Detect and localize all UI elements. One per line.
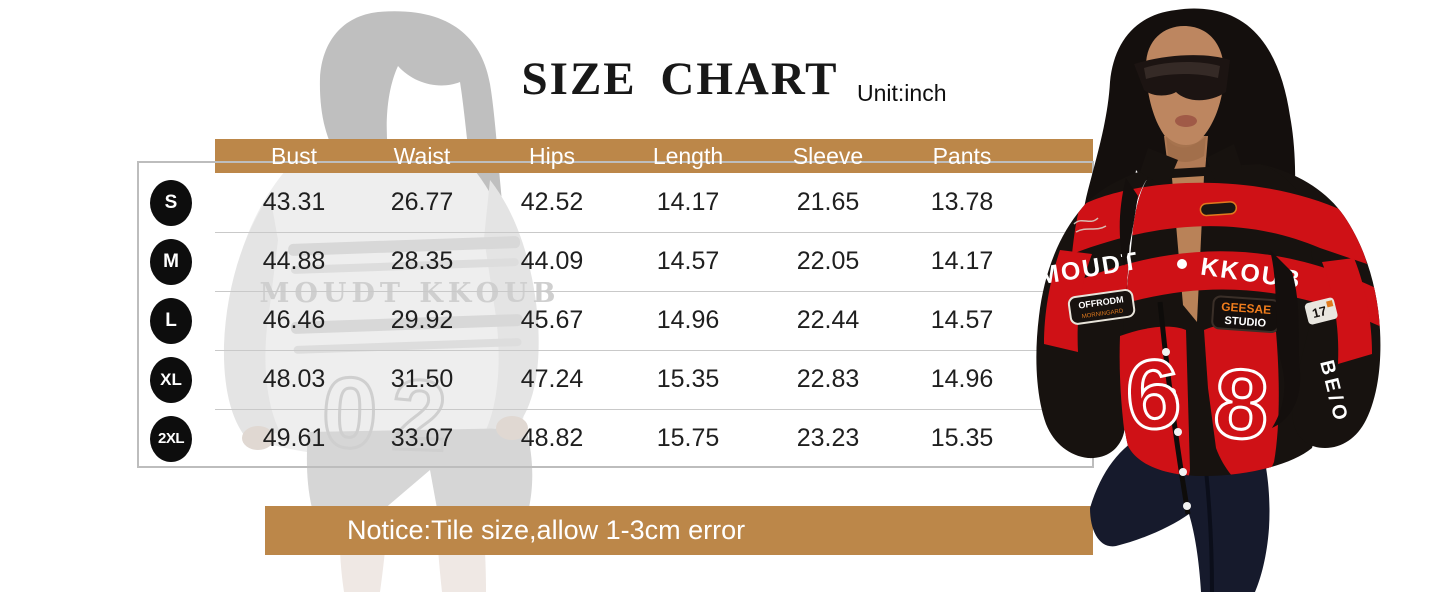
svg-text:GEESAE: GEESAE <box>1221 300 1272 317</box>
notice-bar: Notice:Tile size,allow 1-3cm error <box>265 506 1093 555</box>
column-header-waist: Waist <box>393 143 451 169</box>
model-lips <box>1175 115 1197 127</box>
table-cell-s-hips: 42.52 <box>520 188 584 216</box>
table-cell-m-bust: 44.88 <box>262 247 326 275</box>
ghost-back-text: MOUDT KKOUB <box>260 278 561 309</box>
collar-right <box>1206 144 1242 186</box>
jacket-snaps <box>1162 348 1191 510</box>
unit-label: Unit:inch <box>857 80 947 106</box>
model-photo: MOUDT KKOUB 6 8 OFFRODM MORNINGARD GEESA… <box>1036 8 1381 592</box>
table-cell-xl-sleeve: 22.83 <box>796 365 860 393</box>
size-badge-l: L <box>150 298 192 344</box>
jacket-zipper <box>1157 301 1191 515</box>
table-cell-xl-bust: 48.03 <box>262 365 326 393</box>
column-header-length: Length <box>652 143 724 169</box>
jacket-red-sleeve-left <box>1044 250 1092 352</box>
table-cell-xl-waist: 31.50 <box>390 365 454 393</box>
table-cell-m-hips: 44.09 <box>520 247 584 275</box>
ghost-right-hand <box>496 416 528 440</box>
table-cell-m-pants: 14.17 <box>930 247 994 275</box>
ghost-jacket-stripes <box>288 236 523 354</box>
table-cell-s-length: 14.17 <box>656 188 720 216</box>
ghost-torso <box>228 147 530 459</box>
table-cell-l-hips: 45.67 <box>520 306 584 334</box>
table-cell-m-sleeve: 22.05 <box>796 247 860 275</box>
size-badge-xl: XL <box>150 357 192 403</box>
column-header-bust: Bust <box>270 143 318 169</box>
table-cell-m-waist: 28.35 <box>390 247 454 275</box>
ghost-shorts <box>306 428 533 516</box>
table-cell-2xl-waist: 33.07 <box>390 424 454 452</box>
table-cell-l-length: 14.96 <box>656 306 720 334</box>
hair-front-strand-left <box>1119 178 1138 266</box>
column-header-sleeve: Sleeve <box>792 143 864 169</box>
jacket-red-yoke <box>1072 182 1367 264</box>
table-cell-l-bust: 46.46 <box>262 306 326 334</box>
row-divider-3 <box>215 350 1093 351</box>
jacket-number-6: 6 <box>1122 337 1184 451</box>
jacket-red-panel-right <box>1204 323 1279 476</box>
notice-text: Notice:Tile size,allow 1-3cm error <box>347 515 746 545</box>
table-cell-2xl-hips: 48.82 <box>520 424 584 452</box>
size-badge-s: S <box>150 180 192 226</box>
jacket-patch-right: GEESAE STUDIO <box>1211 295 1281 334</box>
table-cell-l-pants: 14.57 <box>930 306 994 334</box>
jacket-number-8: 8 <box>1211 347 1271 460</box>
table-cell-2xl-pants: 15.35 <box>930 424 994 452</box>
model-leg-gap <box>1204 469 1214 592</box>
jacket-arm-patch: 17 <box>1304 297 1338 325</box>
chest-dot <box>1177 259 1187 269</box>
table-cell-l-waist: 29.92 <box>390 306 454 334</box>
jacket-red-sleeve-right <box>1322 258 1372 364</box>
table-cell-xl-hips: 47.24 <box>520 365 584 393</box>
table-cell-s-bust: 43.31 <box>262 188 326 216</box>
ghost-back-number: 02 <box>320 356 463 473</box>
column-header-hips: Hips <box>528 143 575 169</box>
row-divider-4 <box>215 409 1093 410</box>
collar-left <box>1140 148 1178 188</box>
table-cell-2xl-length: 15.75 <box>656 424 720 452</box>
column-header-pants: Pants <box>932 143 992 169</box>
model-neck-shadow <box>1166 136 1206 162</box>
svg-text:STUDIO: STUDIO <box>1224 315 1267 330</box>
chest-signature <box>1073 217 1107 233</box>
chest-mini-patch <box>1199 201 1238 217</box>
sunglasses-sheen <box>1144 62 1220 79</box>
table-cell-xl-length: 15.35 <box>656 365 720 393</box>
ghost-left-arm <box>223 195 280 440</box>
table-cell-s-pants: 13.78 <box>930 188 994 216</box>
ghost-left-hand <box>242 426 274 450</box>
table-cell-s-waist: 26.77 <box>390 188 454 216</box>
table-cell-l-sleeve: 22.44 <box>796 306 860 334</box>
table-cell-2xl-bust: 49.61 <box>262 424 326 452</box>
table-header-bar <box>215 139 1093 173</box>
jacket-patch-left: OFFRODM MORNINGARD <box>1067 288 1136 325</box>
ghost-model-image: MOUDT KKOUB 02 <box>223 11 561 592</box>
row-divider-1 <box>215 232 1093 233</box>
page-title: SIZE CHART <box>521 53 839 105</box>
table-cell-s-sleeve: 21.65 <box>796 188 860 216</box>
size-badge-2xl: 2XL <box>150 416 192 462</box>
table-cell-xl-pants: 14.96 <box>930 365 994 393</box>
row-divider-2 <box>215 291 1093 292</box>
table-cell-m-length: 14.57 <box>656 247 720 275</box>
table-cell-2xl-sleeve: 23.23 <box>796 424 860 452</box>
svg-text:MORNINGARD: MORNINGARD <box>1082 308 1125 320</box>
jacket-red-band <box>1052 251 1381 330</box>
ghost-hair <box>319 11 509 331</box>
hair-front-strand-right <box>1270 250 1301 428</box>
size-badge-m: M <box>150 239 192 285</box>
svg-text:17: 17 <box>1311 303 1329 321</box>
